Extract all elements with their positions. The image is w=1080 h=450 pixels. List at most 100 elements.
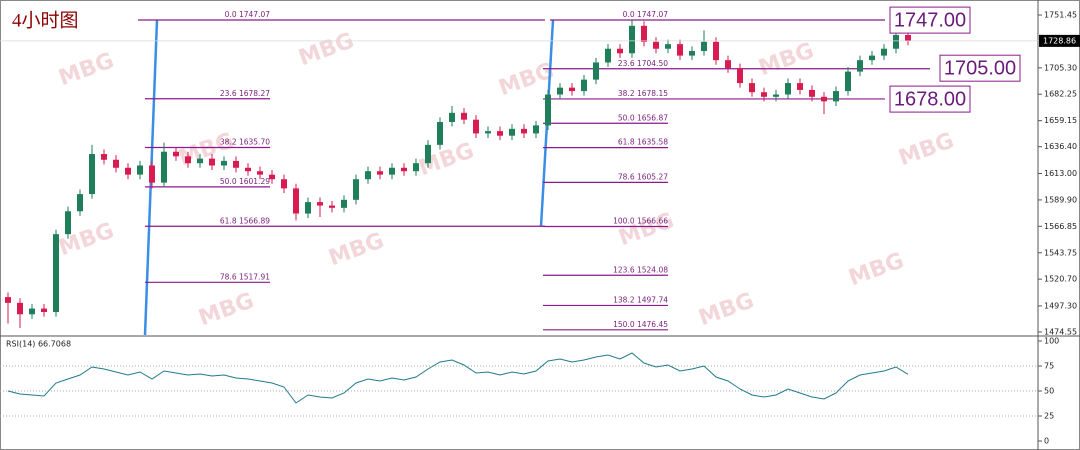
candle-body (545, 94, 551, 126)
fib-label: 150.0 1476.45 (613, 320, 668, 329)
candle-body (653, 41, 659, 49)
fib-label: 23.6 1704.50 (618, 59, 668, 68)
candle-body (701, 41, 707, 52)
candle-body (713, 41, 719, 61)
y-tick-label: 1613.00 (1044, 169, 1077, 178)
candle-body (389, 167, 395, 175)
annotation-label: 1678.00 (894, 88, 966, 110)
y-tick-label: 1566.85 (1044, 222, 1077, 231)
y-tick-label: 1636.40 (1044, 142, 1077, 151)
y-tick-label: 50 (1044, 387, 1054, 396)
chart-title: 4小时图 (12, 9, 79, 31)
candle-body (173, 151, 179, 157)
current-price-label: 1728.86 (1043, 36, 1076, 45)
candle-body (749, 83, 755, 93)
fib-label: 50.0 1601.29 (220, 177, 270, 186)
y-tick-label: 0 (1044, 437, 1049, 446)
fib-label: 138.2 1497.74 (613, 295, 668, 304)
y-tick-label: 1474.55 (1044, 327, 1077, 336)
candle-body (365, 171, 371, 180)
annotation-label: 1705.00 (944, 57, 1016, 79)
candle-body (665, 44, 671, 49)
candle-body (641, 25, 647, 42)
candle-body (617, 48, 623, 54)
fib-label: 38.2 1635.70 (220, 138, 270, 147)
fib-label: 78.6 1517.91 (220, 272, 270, 281)
candle-body (677, 44, 683, 56)
candle-body (557, 87, 563, 95)
candle-body (773, 94, 779, 97)
candle-body (281, 179, 287, 189)
annotation-label: 1747.00 (894, 9, 966, 31)
candle-body (209, 158, 215, 166)
fib-label: 23.6 1678.27 (220, 89, 270, 98)
fib-label: 78.6 1605.27 (618, 172, 668, 181)
candle-body (53, 234, 59, 312)
y-tick-label: 75 (1044, 362, 1054, 371)
candle-body (329, 205, 335, 208)
fib-label: 61.8 1566.89 (220, 216, 270, 225)
candle-body (905, 34, 911, 41)
fib-label: 61.8 1635.58 (618, 138, 668, 147)
y-tick-label: 1520.70 (1044, 275, 1077, 284)
candle-body (893, 34, 899, 49)
candle-body (377, 171, 383, 175)
candle-body (869, 55, 875, 61)
current-price-box (1039, 34, 1080, 47)
candle-body (413, 163, 419, 172)
candle-body (629, 25, 635, 54)
y-tick-label: 1705.30 (1044, 63, 1077, 72)
candle-body (101, 154, 107, 160)
candle-body (401, 167, 407, 172)
candle-body (269, 174, 275, 180)
candle-body (485, 131, 491, 134)
candle-body (833, 91, 839, 102)
candle-body (5, 297, 11, 303)
candle-body (809, 89, 815, 97)
candle-body (41, 308, 47, 312)
candle-body (137, 165, 143, 175)
annotation-box (939, 54, 1021, 82)
candle-body (521, 128, 527, 134)
candle-body (233, 160, 239, 168)
candle-body (89, 154, 95, 195)
candle-body (845, 71, 851, 92)
fib-label: 38.2 1678.15 (618, 89, 668, 98)
fib-label: 0.0 1747.07 (623, 10, 669, 19)
candle-body (317, 202, 323, 206)
candle-body (77, 194, 83, 212)
candle-body (497, 131, 503, 136)
candle-body (245, 167, 251, 172)
fib-label: 50.0 1656.87 (618, 113, 668, 122)
candle-body (29, 308, 35, 315)
candle-body (569, 87, 575, 92)
candle-body (689, 51, 695, 56)
candle-body (185, 156, 191, 164)
candle-body (533, 125, 539, 134)
annotation-box (889, 85, 971, 113)
y-tick-label: 1497.30 (1044, 301, 1077, 310)
candle-body (305, 202, 311, 214)
candle-body (881, 48, 887, 56)
candle-body (161, 151, 167, 183)
y-tick-label: 100 (1044, 337, 1059, 346)
candle-body (797, 83, 803, 90)
fib-label: 123.6 1524.08 (613, 265, 668, 274)
y-tick-label: 1543.75 (1044, 248, 1077, 257)
candle-body (125, 167, 131, 175)
candle-body (593, 62, 599, 80)
candle-body (581, 79, 587, 92)
candle-body (857, 60, 863, 72)
candle-body (725, 60, 731, 69)
candle-body (449, 112, 455, 122)
y-tick-label: 1751.45 (1044, 11, 1077, 20)
y-tick-label: 1682.25 (1044, 90, 1077, 99)
annotation-box (889, 6, 971, 34)
fib-label: 0.0 1747.07 (225, 10, 271, 19)
y-tick-label: 1659.15 (1044, 116, 1077, 125)
candle-body (737, 68, 743, 84)
candle-body (461, 112, 467, 120)
candle-body (437, 121, 443, 145)
candle-body (221, 160, 227, 166)
candle-body (605, 48, 611, 63)
